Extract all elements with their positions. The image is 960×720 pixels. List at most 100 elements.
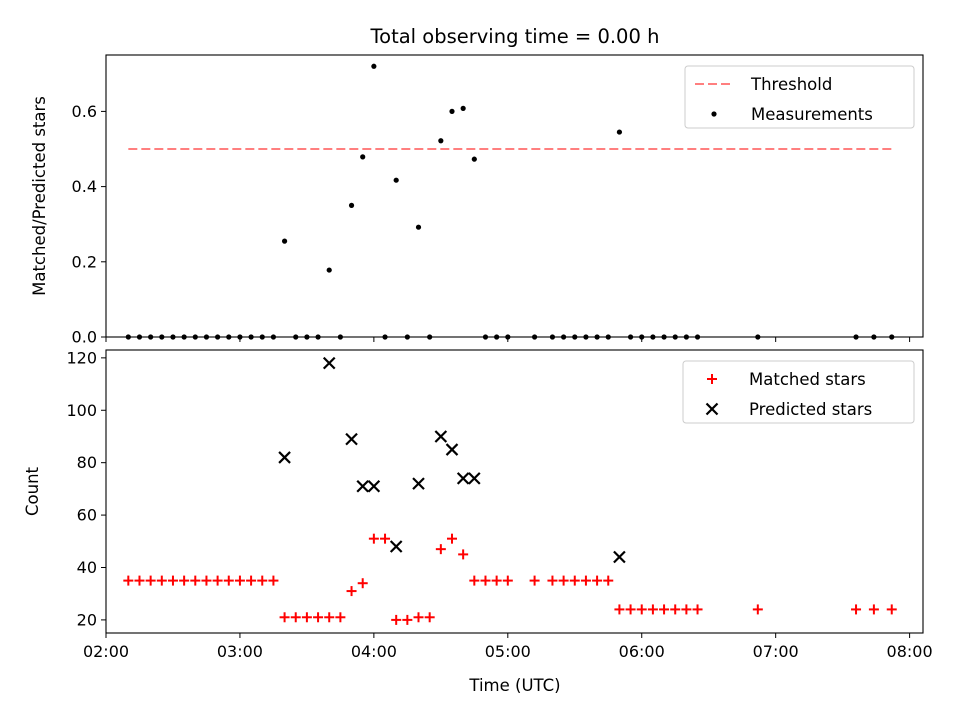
measurement-point — [237, 334, 243, 340]
y-tick-label: 0.4 — [72, 177, 97, 196]
legend-measurement-swatch — [711, 111, 717, 117]
matched-star-point — [752, 604, 763, 615]
measurement-point — [438, 138, 444, 144]
matched-star-point — [670, 604, 681, 615]
matched-star-point — [380, 533, 391, 544]
measurement-point — [889, 334, 895, 340]
matched-star-point — [201, 575, 212, 586]
matched-star-point — [368, 533, 379, 544]
measurement-point — [371, 63, 377, 69]
predicted-star-point — [412, 477, 425, 490]
legend-box — [684, 65, 915, 129]
matched-star-point — [145, 575, 156, 586]
matched-star-point — [636, 604, 647, 615]
matched-star-point — [246, 575, 257, 586]
matched-star-point — [502, 575, 513, 586]
matched-star-point — [580, 575, 591, 586]
measurement-point — [683, 334, 689, 340]
matched-star-point — [446, 533, 457, 544]
measurement-point — [360, 154, 366, 160]
matched-star-point — [279, 612, 290, 623]
matched-star-point — [123, 575, 134, 586]
measurement-point — [531, 334, 538, 340]
x-axis-label: Time (UTC) — [468, 676, 560, 695]
measurement-point — [594, 334, 600, 340]
count-panel: 20 40 60 80 100 120 Count 02:00 03:00 04:00 05:00 0… — [23, 348, 933, 661]
legend: Threshold Measurements — [684, 65, 915, 129]
measurement-point — [471, 156, 477, 162]
x-tick-label: 05:00 — [485, 642, 531, 661]
measurement-point — [382, 334, 388, 340]
matched-star-point — [413, 612, 424, 623]
matched-star-point — [547, 575, 558, 586]
matched-star-point — [212, 575, 223, 586]
predicted-star-point — [367, 479, 381, 493]
legend-matched-swatch — [707, 374, 717, 384]
predicted-star-point — [278, 451, 291, 464]
matched-star-point — [324, 612, 335, 623]
x-tick-label: 08:00 — [887, 642, 933, 661]
matched-star-point — [435, 544, 446, 555]
y-tick-label: 0.6 — [72, 102, 97, 121]
matched-star-point — [234, 575, 245, 586]
predicted-star-point — [389, 540, 403, 553]
plot-frame — [105, 54, 924, 338]
matched-star-point — [851, 604, 862, 615]
measurement-point — [661, 334, 667, 340]
matched-star-point — [167, 575, 178, 586]
y-tick-label: 0.0 — [72, 328, 97, 347]
measurement-point — [259, 334, 265, 340]
matched-star-point — [692, 604, 703, 615]
measurement-point — [270, 334, 277, 340]
measurement-point — [393, 177, 399, 183]
measurement-point — [326, 267, 332, 273]
measurement-point — [650, 334, 656, 340]
measurement-point — [304, 334, 310, 340]
matched-star-point — [156, 575, 167, 586]
matched-star-point — [357, 578, 368, 589]
matched-star-point — [346, 586, 357, 597]
measurement-point — [460, 105, 466, 111]
measurement-point — [561, 334, 567, 340]
x-tick-label: 02:00 — [83, 642, 129, 661]
measurement-point — [181, 334, 187, 340]
measurement-point — [215, 334, 221, 340]
chart-title: Total observing time = 0.00 h — [370, 25, 660, 48]
predicted-star-point — [456, 472, 470, 485]
matched-star-point — [335, 612, 346, 623]
matched-star-point — [223, 575, 234, 586]
y-tick-label: 20 — [77, 610, 97, 629]
measurement-point — [494, 334, 500, 340]
matched-star-point — [681, 604, 692, 615]
matched-star-point — [659, 604, 670, 615]
y-axis-label: Count — [23, 466, 42, 516]
measurement-point — [672, 334, 678, 340]
predicted-star-point — [613, 550, 626, 564]
measurement-point — [755, 334, 761, 340]
ratio-panel: 0.0 0.2 0.4 0.6 Matched/Predicted stars Thres… — [30, 54, 924, 347]
plot-frame — [105, 349, 924, 634]
predicted-star-point — [445, 443, 459, 456]
measurement-point — [449, 108, 455, 114]
measurement-point — [427, 334, 433, 340]
measurement-point — [226, 334, 232, 340]
predicted-star-point — [468, 472, 481, 485]
predicted-star-point — [322, 356, 336, 370]
measurement-point — [505, 334, 511, 340]
legend-label: Measurements — [751, 105, 873, 124]
legend-label: Matched stars — [749, 370, 866, 389]
legend-label: Predicted stars — [749, 400, 872, 419]
matched-star-point — [886, 604, 897, 615]
measurement-point — [136, 334, 143, 340]
matched-star-point — [179, 575, 190, 586]
matched-star-point — [391, 614, 402, 625]
measurement-point — [871, 334, 877, 340]
legend: Matched stars Predicted stars — [682, 360, 915, 424]
matched-star-point — [268, 575, 279, 586]
predicted-star-point — [434, 430, 448, 443]
predicted-star-point — [345, 432, 358, 446]
measurement-point — [482, 334, 489, 340]
matched-star-point — [257, 575, 268, 586]
measurement-point — [549, 334, 556, 340]
measurement-point — [203, 334, 210, 340]
